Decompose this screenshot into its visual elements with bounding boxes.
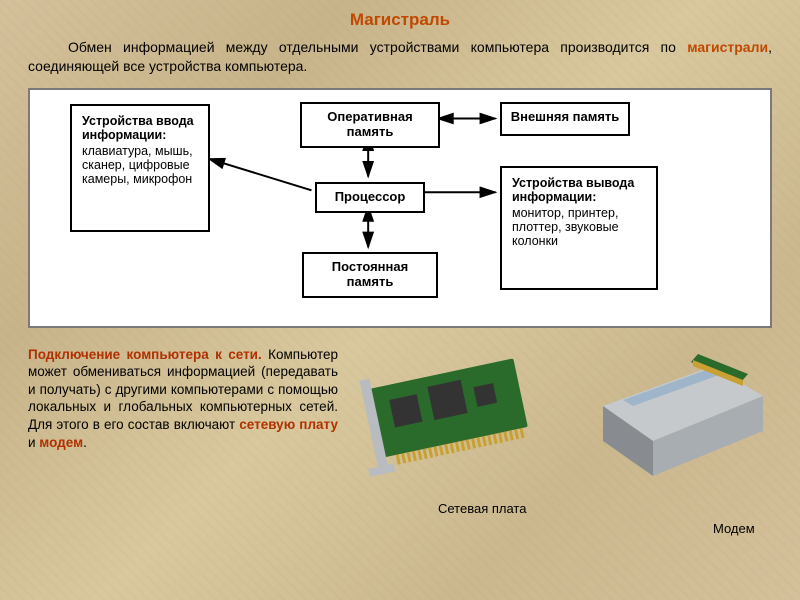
body-suffix: .: [83, 435, 87, 450]
body-mid: и: [28, 435, 39, 450]
diagram-node-ext: Внешняя память: [500, 102, 630, 136]
item-modem: модем: [39, 435, 83, 450]
diagram-node-out: Устройства вывода информации:монитор, пр…: [500, 166, 658, 290]
intro-paragraph: Обмен информацией между отдельными устро…: [28, 38, 772, 76]
diagram-node-cpu: Процессор: [315, 182, 425, 213]
nic-caption: Сетевая плата: [438, 501, 526, 516]
modem-image: [573, 326, 783, 496]
page-title: Магистраль: [28, 10, 772, 30]
intro-highlight: магистрали: [687, 39, 768, 55]
lead-bold: Подключение компьютера к сети.: [28, 347, 262, 362]
nic-image: [343, 331, 573, 491]
images-area: Сетевая плата Модем: [353, 346, 772, 546]
network-paragraph: Подключение компьютера к сети. Компьютер…: [28, 346, 338, 451]
item-nic: сетевую плату: [239, 417, 338, 432]
diagram-node-input: Устройства ввода информации:клавиатура, …: [70, 104, 210, 232]
intro-prefix: Обмен информацией между отдельными устро…: [68, 39, 687, 55]
modem-caption: Модем: [713, 521, 755, 536]
bus-diagram: Устройства ввода информации:клавиатура, …: [28, 88, 772, 328]
diagram-node-rom: Постоянная память: [302, 252, 438, 298]
diagram-node-ram: Оперативная память: [300, 102, 440, 148]
